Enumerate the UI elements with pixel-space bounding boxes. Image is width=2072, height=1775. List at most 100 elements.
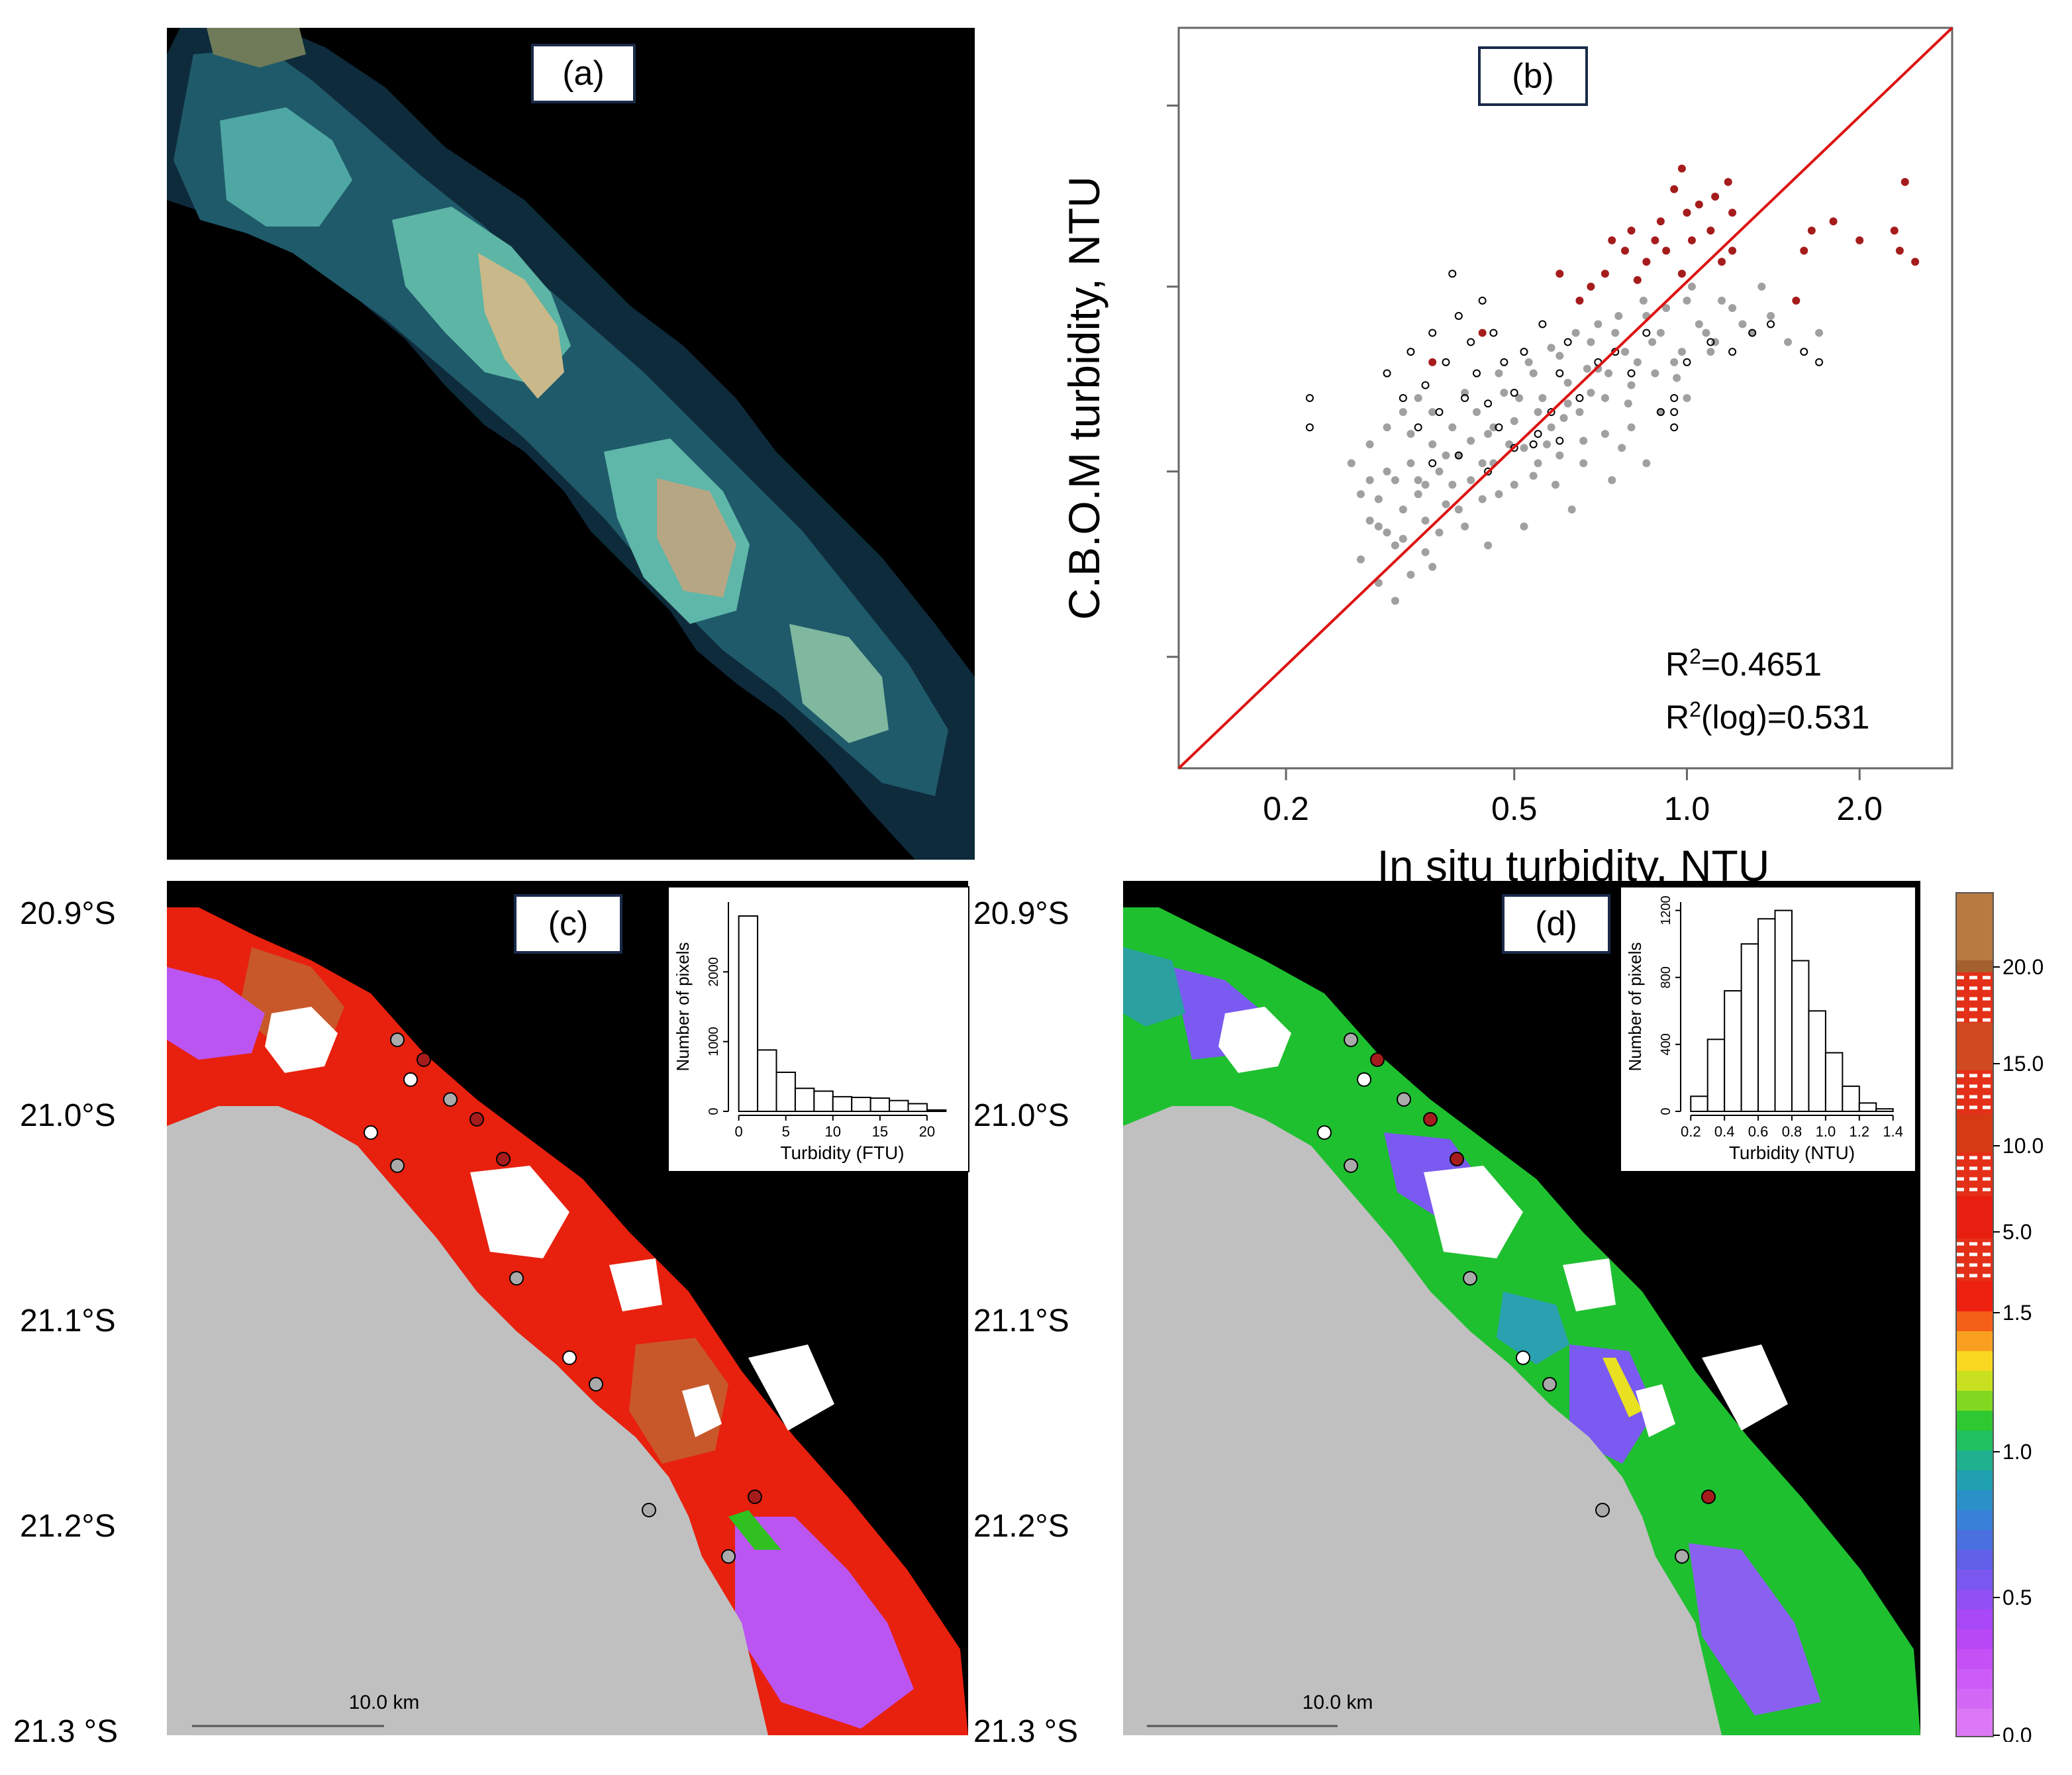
scatter-point-open [1305, 394, 1314, 402]
scatter-point-gray [1428, 440, 1437, 448]
scatter-chart: 0.2 0.5 1.0 2.0 R2=0.4651 R2(log)=0.531 In … [1060, 26, 1953, 890]
station-marker [748, 1490, 762, 1504]
scatter-point-gray [1391, 476, 1399, 485]
scatter-point-red [1683, 209, 1691, 217]
scatter-point-open [1442, 358, 1450, 366]
scatter-point-gray [1495, 369, 1503, 378]
scatter-point-gray [1448, 480, 1457, 489]
colorbar-segment [1956, 1311, 1993, 1331]
scatter-point-red [1687, 236, 1696, 244]
map-d-water-blue-1 [1123, 947, 1185, 1027]
hist-y-axis-label: Number of pixels [673, 942, 693, 1071]
hist-bar [907, 1103, 928, 1112]
scatter-point-red [1807, 227, 1816, 235]
scatter-point-gray [1571, 329, 1580, 337]
map-c-scale-label: 10.0 km [349, 1692, 420, 1713]
scatter-point-open [1495, 423, 1503, 432]
scatter-point-gray [1442, 500, 1450, 509]
scatter-point-open [1305, 423, 1314, 432]
scatter-point-gray [1642, 459, 1651, 468]
hist-x-tick-label: 0.6 [1748, 1123, 1769, 1140]
r2log-value: 0.531 [1787, 699, 1869, 736]
scatter-point-open [1767, 320, 1775, 329]
colorbar-segment [1956, 1709, 1993, 1737]
scatter-point-gray [1421, 480, 1430, 489]
scatter-point-gray [1670, 358, 1679, 366]
scatter-point-gray [1624, 399, 1632, 408]
colorbar-segment [1956, 1331, 1993, 1351]
scatter-point-gray [1683, 296, 1691, 305]
station-marker [469, 1112, 484, 1127]
scatter-point-gray [1374, 495, 1383, 503]
scatter-point-red [1608, 236, 1616, 244]
scatter-point-gray [1529, 369, 1538, 378]
lat-label: 21.0°S [973, 1098, 1069, 1133]
scatter-point-open [1815, 358, 1824, 366]
colorbar-break [1956, 1239, 1993, 1281]
scatter-point-gray [1633, 358, 1642, 366]
hist-bar [869, 1097, 891, 1112]
scatter-point-gray [1551, 480, 1559, 489]
scatter-point-gray [1510, 480, 1518, 489]
hist-x-axis-label: Turbidity (NTU) [1729, 1142, 1855, 1163]
station-marker [1370, 1052, 1385, 1067]
hist-bar [1757, 918, 1776, 1112]
scatter-point-red [1895, 246, 1904, 255]
scatter-point-gray [1383, 529, 1391, 537]
panel-b-label-box: (b) [1478, 46, 1588, 106]
hist-x-tick-label: 0.4 [1714, 1123, 1735, 1140]
scatter-point-gray [1414, 490, 1422, 499]
scatter-point-gray [1567, 505, 1576, 514]
scatter-point-gray [1365, 440, 1374, 448]
panel-d-label-box: (d) [1502, 894, 1610, 954]
scatter-point-open [1510, 444, 1518, 452]
colorbar-segment [1956, 1411, 1993, 1431]
scatter-point-open [1448, 270, 1457, 278]
lat-label: 21.2°S [973, 1509, 1069, 1544]
scatter-point-gray [1520, 444, 1528, 452]
scatter-point-gray [1505, 440, 1514, 448]
x-tick-label: 1.0 [1664, 790, 1710, 827]
scatter-points [1305, 164, 1920, 605]
scatter-point-gray [1767, 311, 1775, 320]
scatter-point-open [1489, 329, 1498, 337]
scatter-point-gray [1547, 344, 1555, 352]
hist-x-axis-label: Turbidity (FTU) [780, 1142, 904, 1163]
scatter-point-red [1555, 270, 1564, 278]
station-marker [642, 1503, 656, 1517]
colorbar-tick-label: 1.5 [2002, 1301, 2032, 1325]
scatter-point-red [1711, 192, 1720, 201]
map-d-cloud-3 [1563, 1258, 1616, 1311]
scatter-point-red [1621, 246, 1630, 255]
lat-label: 21.1°S [20, 1303, 116, 1339]
scatter-point-red [1656, 217, 1665, 226]
map-c-cloud-1 [265, 1007, 338, 1073]
colorbar-segment [1956, 1669, 1993, 1689]
scatter-point-gray [1534, 408, 1542, 417]
scatter-point-gray [1467, 436, 1475, 445]
map-c-water-purple [167, 967, 265, 1060]
hist-y-axis-label: Number of pixels [1625, 942, 1645, 1071]
hist-y-tick-label: 1000 [707, 1027, 721, 1056]
hist-bar [1690, 1095, 1708, 1112]
scatter-point-gray [1683, 394, 1691, 402]
hist-x-tick-label: 10 [825, 1123, 841, 1140]
scatter-point-gray [1579, 459, 1588, 468]
histogram-c: 0 5 10 15 20 0 1000 2000 Turbidity (FTU) Number o… [673, 902, 947, 1163]
scatter-point-open [1642, 329, 1651, 337]
scatter-point-gray [1538, 394, 1547, 402]
colorbar-segment [1956, 1570, 1993, 1590]
scatter-point-red [1900, 178, 1909, 186]
station-marker [1701, 1490, 1716, 1504]
map-c-cloud-2 [470, 1166, 569, 1258]
panel-d: 10.0 km 20.9°S 21.0°S 21.1°S 21.2°S 21.3… [973, 881, 1920, 1772]
scatter-point-red [1695, 200, 1703, 209]
scatter-point-gray [1428, 408, 1437, 417]
scatter-point-red [1575, 296, 1584, 305]
scatter-point-gray [1563, 399, 1572, 408]
map-d-cloud-1 [1218, 1007, 1291, 1073]
reef-shallow-4 [789, 624, 889, 743]
scatter-point-gray [1365, 476, 1374, 485]
scatter-point-red [1718, 258, 1726, 266]
hist-x-tick-label: 0.2 [1681, 1123, 1701, 1140]
